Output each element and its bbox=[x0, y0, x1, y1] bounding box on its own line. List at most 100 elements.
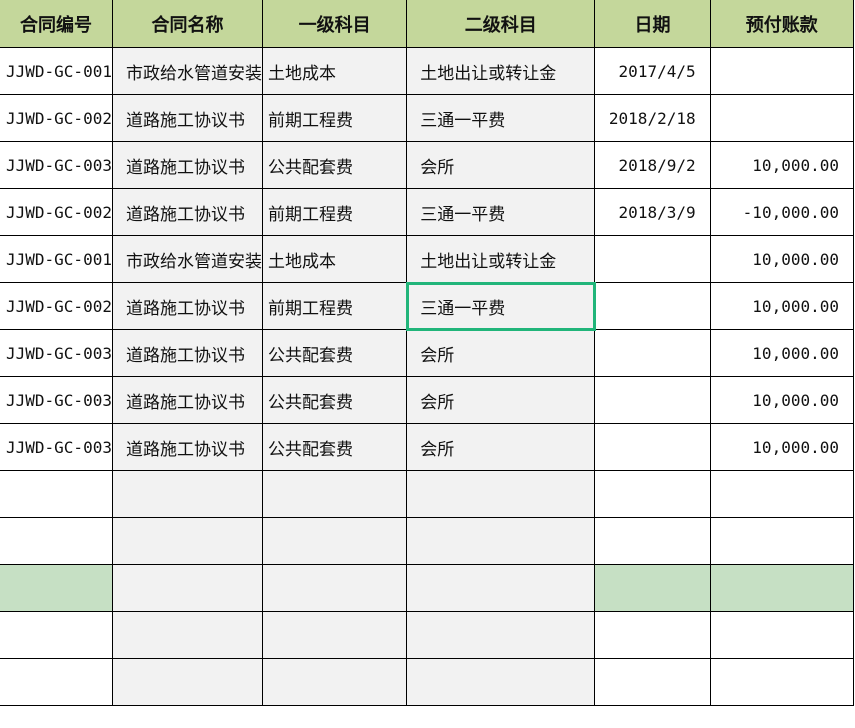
header-date[interactable]: 日期 bbox=[594, 0, 711, 48]
date-cell[interactable] bbox=[594, 658, 711, 706]
prepaid-cell[interactable] bbox=[709, 47, 855, 95]
date-cell[interactable] bbox=[594, 235, 711, 283]
date-cell[interactable]: 2017/4/5 bbox=[594, 47, 711, 95]
prepaid-cell[interactable] bbox=[709, 658, 855, 706]
contract-id-cell[interactable] bbox=[0, 470, 113, 518]
date-cell[interactable] bbox=[594, 282, 711, 330]
contract-id-cell[interactable]: JJWD-GC-003 bbox=[0, 141, 113, 189]
contract-name-cell[interactable] bbox=[111, 564, 263, 612]
level1-subject-cell[interactable]: 公共配套费 bbox=[261, 141, 408, 189]
level2-subject-cell[interactable] bbox=[406, 658, 596, 706]
date-cell[interactable] bbox=[594, 517, 711, 565]
contract-id-cell[interactable]: JJWD-GC-002 bbox=[0, 188, 113, 236]
date-cell[interactable]: 2018/9/2 bbox=[594, 141, 711, 189]
level1-subject-cell[interactable]: 公共配套费 bbox=[261, 329, 408, 377]
contract-id-cell[interactable] bbox=[0, 564, 113, 612]
prepaid-cell[interactable]: 10,000.00 bbox=[709, 282, 855, 330]
table-row: JJWD-GC-001 市政给水管道安装 土地成本 土地出让或转让金 2017/4/5 bbox=[0, 47, 855, 95]
contract-name-cell[interactable] bbox=[111, 611, 263, 659]
contract-name-cell[interactable]: 市政给水管道安装 bbox=[111, 235, 263, 283]
prepaid-cell[interactable]: 10,000.00 bbox=[709, 376, 855, 424]
table-row: JJWD-GC-003 道路施工协议书 公共配套费 会所 10,000.00 bbox=[0, 376, 855, 424]
prepaid-cell[interactable]: 10,000.00 bbox=[709, 235, 855, 283]
level1-subject-cell[interactable]: 土地成本 bbox=[261, 47, 408, 95]
prepaid-cell[interactable] bbox=[709, 470, 855, 518]
level1-subject-cell[interactable]: 公共配套费 bbox=[261, 423, 408, 471]
level1-subject-cell[interactable]: 土地成本 bbox=[261, 235, 408, 283]
date-cell[interactable] bbox=[594, 611, 711, 659]
header-prepaid[interactable]: 预付账款 bbox=[709, 0, 855, 48]
level1-subject-cell[interactable] bbox=[261, 470, 408, 518]
level1-subject-cell[interactable] bbox=[261, 658, 408, 706]
level2-subject-cell[interactable] bbox=[406, 517, 596, 565]
table-row: JJWD-GC-002 道路施工协议书 前期工程费 三通一平费 2018/2/18 bbox=[0, 94, 855, 142]
date-cell[interactable] bbox=[594, 423, 711, 471]
table-row: JJWD-GC-003 道路施工协议书 公共配套费 会所 2018/9/2 10,000.… bbox=[0, 141, 855, 189]
header-contract-name[interactable]: 合同名称 bbox=[111, 0, 263, 48]
level2-subject-cell[interactable] bbox=[406, 470, 596, 518]
contract-id-cell[interactable]: JJWD-GC-003 bbox=[0, 423, 113, 471]
contract-id-cell[interactable] bbox=[0, 517, 113, 565]
level1-subject-cell[interactable] bbox=[261, 517, 408, 565]
level1-subject-cell[interactable] bbox=[261, 564, 408, 612]
level2-subject-cell[interactable]: 会所 bbox=[406, 329, 596, 377]
contract-name-cell[interactable]: 道路施工协议书 bbox=[111, 141, 263, 189]
prepaid-cell[interactable]: -10,000.00 bbox=[709, 188, 855, 236]
level2-subject-cell[interactable] bbox=[406, 611, 596, 659]
table-row bbox=[0, 517, 855, 565]
date-cell[interactable]: 2018/2/18 bbox=[594, 94, 711, 142]
level2-subject-cell[interactable]: 土地出让或转让金 bbox=[406, 235, 596, 283]
date-cell[interactable]: 2018/3/9 bbox=[594, 188, 711, 236]
table-row bbox=[0, 470, 855, 518]
header-contract-id[interactable]: 合同编号 bbox=[0, 0, 113, 48]
contract-name-cell[interactable] bbox=[111, 517, 263, 565]
level2-subject-cell[interactable]: 土地出让或转让金 bbox=[406, 47, 596, 95]
prepaid-cell[interactable] bbox=[709, 517, 855, 565]
prepaid-cell[interactable]: 10,000.00 bbox=[709, 329, 855, 377]
contract-id-cell[interactable]: JJWD-GC-002 bbox=[0, 94, 113, 142]
contract-name-cell[interactable]: 道路施工协议书 bbox=[111, 188, 263, 236]
contract-name-cell[interactable]: 道路施工协议书 bbox=[111, 329, 263, 377]
table-row: JJWD-GC-002 道路施工协议书 前期工程费 三通一平费 10,000.00 bbox=[0, 281, 855, 331]
level1-subject-cell[interactable] bbox=[261, 611, 408, 659]
level2-subject-cell[interactable]: 三通一平费 bbox=[406, 188, 596, 236]
contract-id-cell[interactable]: JJWD-GC-001 bbox=[0, 47, 113, 95]
table-row bbox=[0, 611, 855, 659]
contract-name-cell[interactable] bbox=[111, 658, 263, 706]
date-cell[interactable] bbox=[594, 564, 711, 612]
contract-id-cell[interactable] bbox=[0, 658, 113, 706]
contract-id-cell[interactable]: JJWD-GC-001 bbox=[0, 235, 113, 283]
table-row: JJWD-GC-003 道路施工协议书 公共配套费 会所 10,000.00 bbox=[0, 329, 855, 377]
contract-name-cell[interactable]: 道路施工协议书 bbox=[111, 94, 263, 142]
level2-subject-cell[interactable]: 会所 bbox=[406, 423, 596, 471]
level2-subject-cell[interactable]: 三通一平费 bbox=[405, 281, 596, 331]
level2-subject-cell[interactable]: 会所 bbox=[406, 376, 596, 424]
prepaid-cell[interactable]: 10,000.00 bbox=[709, 423, 855, 471]
contract-id-cell[interactable]: JJWD-GC-003 bbox=[0, 329, 113, 377]
contract-id-cell[interactable]: JJWD-GC-002 bbox=[0, 282, 113, 330]
header-level1-subject[interactable]: 一级科目 bbox=[261, 0, 408, 48]
prepaid-cell[interactable] bbox=[709, 611, 855, 659]
header-level2-subject[interactable]: 二级科目 bbox=[406, 0, 596, 48]
prepaid-cell[interactable] bbox=[709, 94, 855, 142]
level1-subject-cell[interactable]: 公共配套费 bbox=[261, 376, 408, 424]
contract-name-cell[interactable]: 市政给水管道安装 bbox=[111, 47, 263, 95]
date-cell[interactable] bbox=[594, 329, 711, 377]
contract-name-cell[interactable]: 道路施工协议书 bbox=[111, 282, 263, 330]
level1-subject-cell[interactable]: 前期工程费 bbox=[261, 282, 408, 330]
date-cell[interactable] bbox=[594, 470, 711, 518]
contract-id-cell[interactable]: JJWD-GC-003 bbox=[0, 376, 113, 424]
level1-subject-cell[interactable]: 前期工程费 bbox=[261, 188, 408, 236]
level1-subject-cell[interactable]: 前期工程费 bbox=[261, 94, 408, 142]
contract-name-cell[interactable]: 道路施工协议书 bbox=[111, 376, 263, 424]
prepaid-cell[interactable]: 10,000.00 bbox=[709, 141, 855, 189]
date-cell[interactable] bbox=[594, 376, 711, 424]
contract-name-cell[interactable]: 道路施工协议书 bbox=[111, 423, 263, 471]
level2-subject-cell[interactable]: 三通一平费 bbox=[406, 94, 596, 142]
contract-id-cell[interactable] bbox=[0, 611, 113, 659]
level2-subject-cell[interactable]: 会所 bbox=[406, 141, 596, 189]
level2-subject-cell[interactable] bbox=[406, 564, 596, 612]
prepaid-cell[interactable] bbox=[709, 564, 855, 612]
contract-name-cell[interactable] bbox=[111, 470, 263, 518]
table-row: JJWD-GC-002 道路施工协议书 前期工程费 三通一平费 2018/3/9 -10,… bbox=[0, 188, 855, 236]
